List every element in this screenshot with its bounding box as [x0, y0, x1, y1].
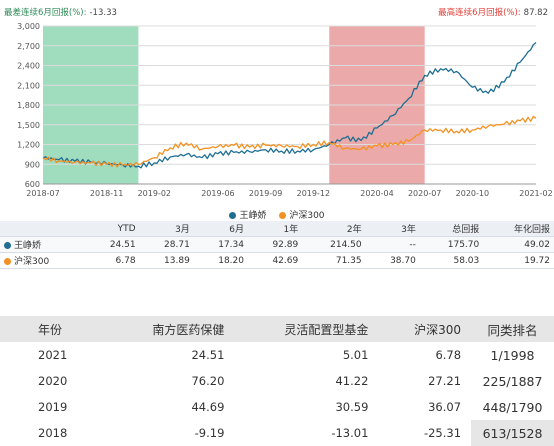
x-tick-label: 2020-07 [408, 189, 441, 198]
legend-index-label: 沪深300 [289, 211, 325, 221]
table-cell: 30.59 [335, 400, 369, 414]
x-tick-label: 2019-06 [201, 189, 234, 198]
worst-6m-value: -13.33 [89, 8, 117, 18]
y-tick-label: 1,500 [17, 121, 40, 130]
table-cell: 2019 [38, 400, 68, 414]
perf-row-index-name: 沪深300 [0, 252, 86, 269]
perf-header-3m: 3月 [139, 221, 194, 237]
table-cell: 225/1887 [482, 373, 543, 389]
table-cell: 71.35 [302, 252, 366, 269]
table-cell: 13.89 [139, 252, 194, 269]
table-cell: 2021 [38, 348, 68, 362]
table-cell: 41.22 [335, 374, 369, 388]
perf-header-6m: 6月 [193, 221, 248, 237]
year-header-fund: 南方医药保健 [107, 316, 235, 342]
series-line-index [42, 115, 537, 168]
table-cell: 38.70 [365, 252, 420, 269]
table-cell: 5.01 [342, 348, 369, 362]
perf-header-1y: 1年 [248, 221, 303, 237]
table-cell: 6.78 [435, 348, 462, 362]
y-tick-label: 2,700 [17, 42, 40, 51]
y-tick-label: 900 [25, 160, 40, 169]
perf-header-blank [0, 221, 86, 237]
best-6m-return: 最高连续6月回报(%): 87.82 [438, 6, 548, 18]
table-cell: 92.89 [248, 236, 303, 253]
perf-index-label: 沪深300 [14, 257, 50, 267]
table-cell: 49.02 [483, 236, 554, 253]
perf-header-annual: 年化回报 [483, 221, 554, 237]
x-tick-label: 2018-11 [90, 189, 123, 198]
legend-fund-dot [229, 212, 237, 219]
table-row: 2019 44.69 30.59 36.07 448/1790 [0, 394, 554, 420]
year-header-index: 沪深300 [378, 316, 472, 342]
table-cell: 2020 [38, 374, 68, 388]
table-cell: 27.21 [428, 374, 462, 388]
year-header-rank: 同类排名 [471, 316, 554, 342]
perf-row-fund: 王峥娇 24.51 28.71 17.34 92.89 214.50 -- 17… [0, 236, 554, 253]
y-tick-label: 1,800 [17, 101, 40, 110]
annual-return-table: 年份 南方医药保健 灵活配置型基金 沪深300 同类排名 2021 24.51 … [0, 316, 554, 446]
x-tick-label: 2019-02 [138, 189, 171, 198]
perf-header-row: YTD 3月 6月 1年 2年 3年 总回报 年化回报 [0, 221, 554, 237]
table-cell: 36.07 [428, 400, 462, 414]
year-header-year: 年份 [0, 316, 107, 342]
table-cell: 28.71 [139, 236, 194, 253]
perf-row-index: 沪深300 6.78 13.89 18.20 42.69 71.35 38.70… [0, 252, 554, 269]
legend-item-index[interactable]: 沪深300 [279, 211, 325, 221]
table-row: 2020 76.20 41.22 27.21 225/1887 [0, 368, 554, 394]
worst-6m-return: 最差连续6月回报(%): -13.33 [4, 6, 117, 18]
x-tick-label: 2020-04 [360, 189, 393, 198]
x-tick-label: 2019-12 [297, 189, 330, 198]
best-6m-label: 最高连续6月回报(%): [438, 8, 521, 18]
legend-item-fund[interactable]: 王峥娇 [229, 211, 266, 221]
period-return-table: YTD 3月 6月 1年 2年 3年 总回报 年化回报 王峥娇 24.51 28… [0, 221, 554, 269]
best-6m-value: 87.82 [523, 8, 548, 18]
x-tick-label: 2018-07 [26, 189, 59, 198]
table-cell: 76.20 [191, 374, 225, 388]
y-tick-label: 2,400 [17, 62, 40, 71]
fund-dot [4, 242, 11, 249]
table-cell: 1/1998 [490, 347, 535, 363]
table-cell: -- [365, 236, 420, 253]
table-cell: 19.72 [483, 252, 554, 269]
perf-fund-label: 王峥娇 [14, 241, 42, 251]
x-tick-label: 2019-09 [249, 189, 282, 198]
x-tick-label: 2021-02 [519, 189, 552, 198]
perf-header-total: 总回报 [419, 221, 484, 237]
legend-fund-label: 王峥娇 [239, 211, 267, 221]
table-cell: 6.78 [85, 252, 140, 269]
perf-header-2y: 2年 [302, 221, 366, 237]
table-cell: 17.34 [193, 236, 248, 253]
table-cell: 175.70 [419, 236, 484, 253]
table-cell: 448/1790 [482, 399, 543, 415]
table-cell: 24.51 [191, 348, 225, 362]
worst-6m-label: 最差连续6月回报(%): [4, 8, 87, 18]
chart-legend: 王峥娇 沪深300 [0, 208, 554, 221]
table-cell: 24.51 [85, 236, 140, 253]
table-cell: 44.69 [191, 400, 225, 414]
index-dot [4, 258, 11, 265]
x-tick-label: 2020-10 [456, 189, 489, 198]
y-tick-label: 2,100 [17, 81, 40, 90]
table-cell: 42.69 [248, 252, 303, 269]
y-tick-label: 3,000 [17, 22, 40, 31]
y-tick-label: 600 [25, 180, 40, 189]
perf-header-3y: 3年 [365, 221, 420, 237]
table-cell: 18.20 [193, 252, 248, 269]
year-header-row: 年份 南方医药保健 灵活配置型基金 沪深300 同类排名 [0, 316, 554, 342]
perf-row-fund-name: 王峥娇 [0, 236, 86, 253]
table-row: 2021 24.51 5.01 6.78 1/1998 [0, 342, 554, 368]
performance-line-chart: 3,000 2,700 2,400 2,100 1,800 1,500 1,200 900 60… [17, 22, 553, 198]
legend-index-dot [279, 212, 287, 219]
perf-header-ytd: YTD [85, 221, 140, 237]
table-cell: 214.50 [302, 236, 366, 253]
series-line-fund [42, 41, 537, 169]
year-header-category: 灵活配置型基金 [234, 316, 379, 342]
y-tick-label: 1,200 [17, 141, 40, 150]
table-cell: 58.03 [419, 252, 484, 269]
